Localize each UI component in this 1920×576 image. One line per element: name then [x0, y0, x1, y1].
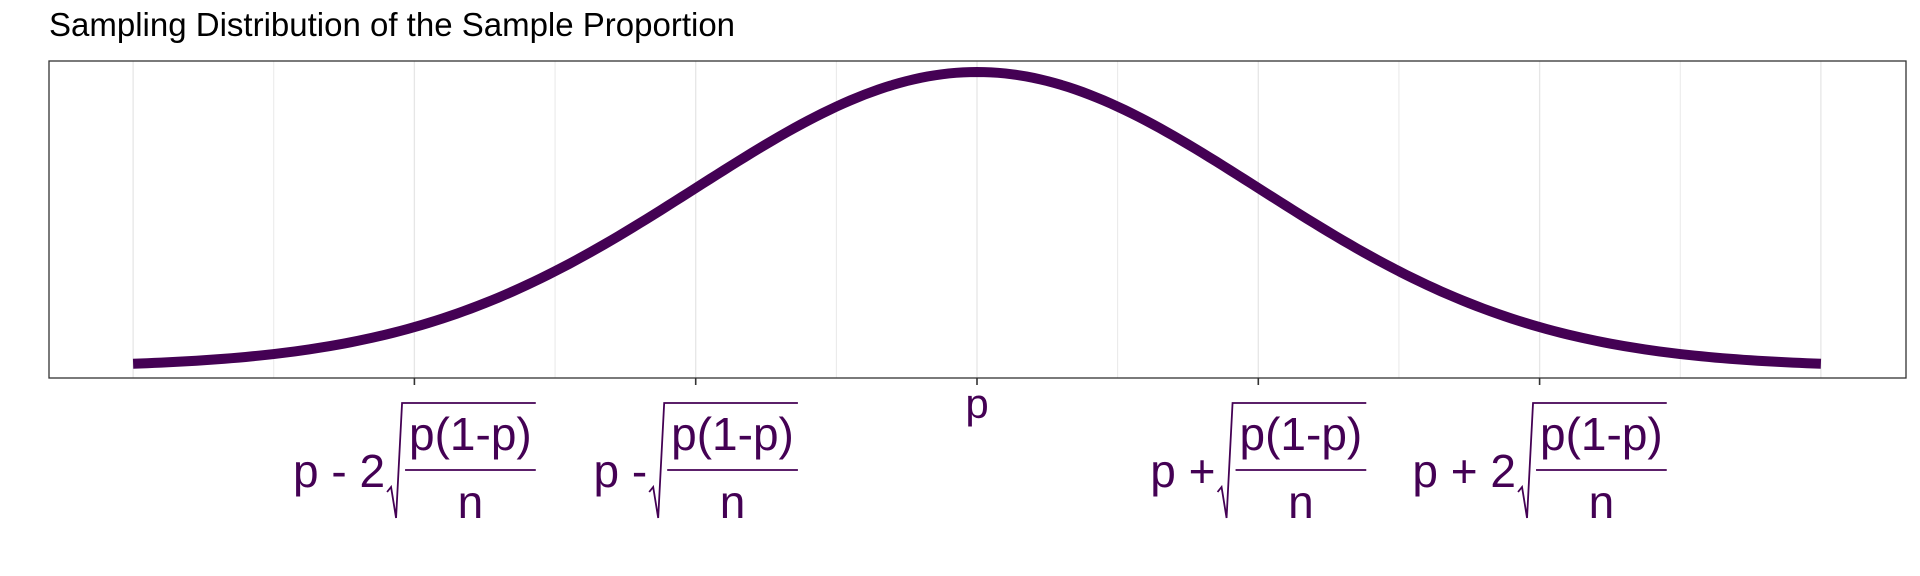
radical-sign — [386, 402, 536, 519]
x-tick-label-prefix: p - 2 — [293, 445, 385, 497]
curve-layer — [132, 66, 1822, 369]
x-tick-label-numerator: p(1-p) — [671, 408, 794, 460]
x-tick-label-denominator: n — [1589, 476, 1615, 528]
x-tick-label-formula: p + 2 p(1-p) n — [1412, 402, 1667, 528]
x-tick-label-prefix: p + — [1150, 445, 1215, 497]
x-tick-label-formula: p + p(1-p) n — [1150, 402, 1367, 528]
x-tick-label-numerator: p(1-p) — [409, 408, 532, 460]
radical-sign — [1216, 402, 1367, 519]
x-tick-label-denominator: n — [458, 476, 484, 528]
x-tick-label-formula: p - 2 p(1-p) n — [293, 402, 536, 528]
chart-title: Sampling Distribution of the Sample Prop… — [49, 6, 736, 43]
x-tick-label: p — [965, 380, 988, 427]
grid-layer — [132, 61, 1822, 378]
radical-sign — [1517, 402, 1667, 519]
x-axis-ticks: p - 2p(1-p)np - p(1-p)npp + p(1-p)np + 2… — [293, 378, 1667, 528]
x-tick-label-prefix: p - — [594, 445, 648, 497]
x-tick-label-denominator: n — [1288, 476, 1314, 528]
x-tick-label-denominator: n — [720, 476, 746, 528]
x-tick-label-formula: p - p(1-p) n — [594, 402, 798, 528]
x-tick-label-numerator: p(1-p) — [1540, 408, 1663, 460]
x-tick-label-numerator: p(1-p) — [1240, 408, 1363, 460]
x-tick-label-prefix: p + 2 — [1412, 445, 1516, 497]
density-curve — [132, 66, 1822, 369]
radical-sign — [648, 402, 798, 519]
